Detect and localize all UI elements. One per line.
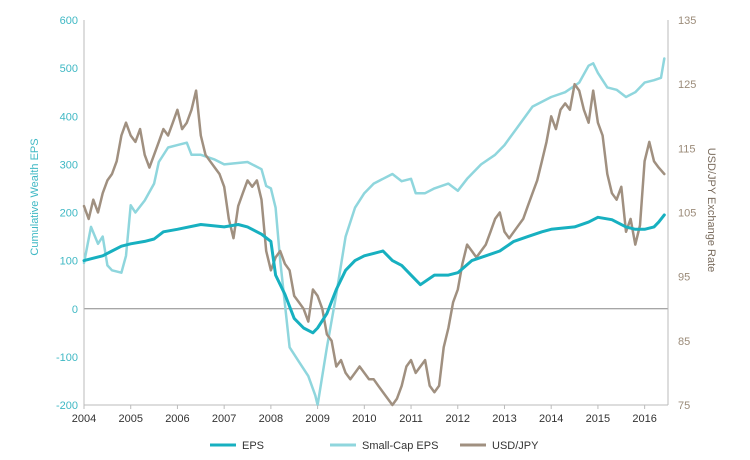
- right-tick-label: 105: [678, 208, 696, 220]
- right-tick-label: 75: [678, 400, 690, 412]
- left-tick-label: 500: [60, 63, 78, 75]
- legend-label-usd-jpy: USD/JPY: [492, 440, 539, 452]
- axes-group: [83, 20, 669, 406]
- series-group: [82, 57, 666, 407]
- right-tick-label: 115: [678, 143, 696, 155]
- right-axis-ticks: 75 85 95 105 115 125 135: [678, 15, 696, 412]
- left-tick-label: 200: [60, 208, 78, 220]
- x-axis-ticks: 2004 2005 2006 2007 2008 2009 2010 2011 2012 2013…: [72, 405, 657, 425]
- x-tick-label: 2011: [399, 413, 423, 425]
- x-tick-label: 2014: [539, 413, 563, 425]
- x-tick-label: 2013: [492, 413, 516, 425]
- x-tick-label: 2016: [632, 413, 656, 425]
- legend: EPS Small-Cap EPS USD/JPY: [210, 440, 539, 452]
- right-tick-label: 95: [678, 272, 690, 284]
- left-tick-label: 600: [60, 15, 78, 27]
- left-tick-label: 0: [72, 304, 78, 316]
- left-tick-label: -200: [56, 400, 78, 412]
- left-axis-title: Cumulative Wealth EPS: [29, 138, 41, 255]
- x-tick-label: 2009: [305, 413, 329, 425]
- series-line-eps: [82, 213, 666, 335]
- left-tick-label: 100: [60, 256, 78, 268]
- x-tick-label: 2007: [212, 413, 236, 425]
- right-tick-label: 85: [678, 336, 690, 348]
- right-tick-label: 135: [678, 15, 696, 27]
- x-tick-label: 2005: [118, 413, 142, 425]
- left-tick-label: -100: [56, 352, 78, 364]
- x-tick-label: 2006: [165, 413, 189, 425]
- x-tick-label: 2015: [586, 413, 610, 425]
- x-tick-label: 2012: [446, 413, 470, 425]
- left-tick-label: 300: [60, 159, 78, 171]
- legend-label-small-cap-eps: Small-Cap EPS: [362, 440, 438, 452]
- x-tick-label: 2008: [259, 413, 283, 425]
- series-line-usd-jpy: [82, 82, 666, 407]
- left-tick-label: 400: [60, 111, 78, 123]
- series-line-small-cap-eps: [82, 57, 666, 407]
- x-tick-label: 2010: [352, 413, 376, 425]
- right-axis-title: USD/JPY Exchange Rate: [705, 148, 717, 273]
- right-tick-label: 125: [678, 79, 696, 91]
- left-axis-ticks: -200 -100 0 100 200 300 400 500 600: [56, 15, 78, 412]
- legend-label-eps: EPS: [242, 440, 264, 452]
- x-tick-label: 2004: [72, 413, 96, 425]
